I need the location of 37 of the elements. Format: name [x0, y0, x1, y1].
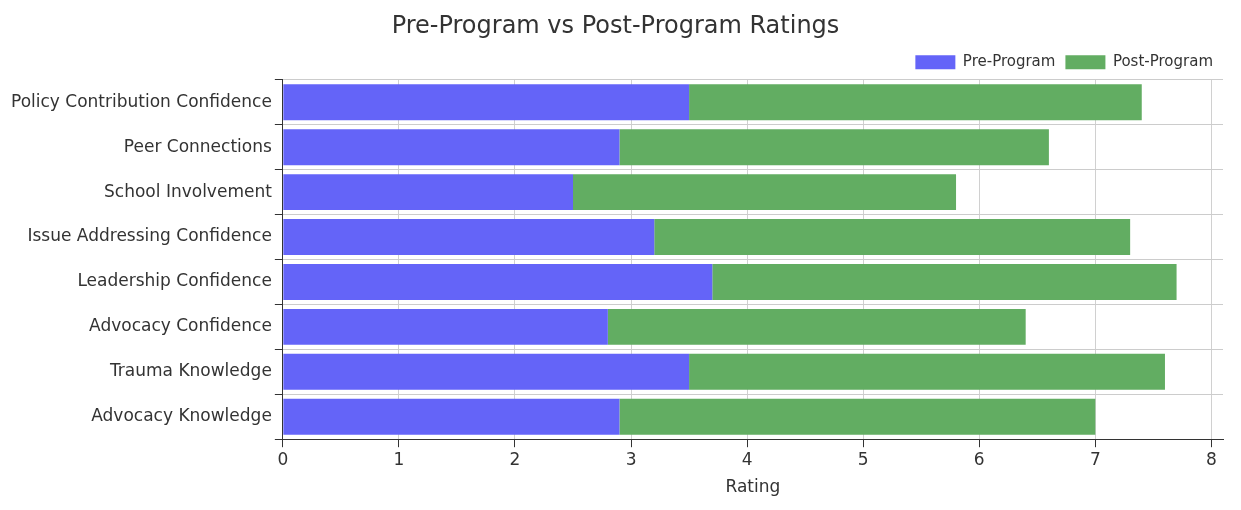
- x-tick-label: 8: [1205, 448, 1217, 469]
- x-axis-title: Rating: [725, 476, 781, 497]
- x-tick-label: 0: [277, 448, 289, 469]
- bar: [283, 353, 690, 390]
- y-tick-label: Peer Connections: [123, 135, 272, 156]
- bar: [689, 353, 1165, 390]
- bar: [573, 174, 957, 211]
- chart-title: Pre-Program vs Post-Program Ratings: [391, 10, 840, 39]
- bar: [654, 219, 1131, 256]
- x-tick-label: 2: [509, 448, 521, 469]
- legend-label: Pre-Program: [962, 52, 1056, 71]
- x-tick-label: 3: [625, 448, 637, 469]
- bar: [283, 263, 713, 300]
- y-tick-label: Advocacy Confidence: [89, 315, 272, 336]
- bar: [283, 129, 620, 166]
- y-tick-label: School Involvement: [104, 180, 273, 201]
- y-tick-label: Policy Contribution Confidence: [11, 90, 272, 111]
- x-tick-label: 4: [741, 448, 753, 469]
- x-tick-label: 1: [393, 448, 405, 469]
- x-tick-label: 7: [1089, 448, 1101, 469]
- bar: [619, 398, 1096, 435]
- y-tick-label: Trauma Knowledge: [108, 360, 272, 381]
- y-tick-label: Leadership Confidence: [77, 270, 272, 291]
- x-tick-label: 5: [857, 448, 869, 469]
- bar: [689, 84, 1142, 121]
- bar: [283, 308, 608, 345]
- y-tick-label: Issue Addressing Confidence: [27, 225, 272, 246]
- bar: [283, 398, 620, 435]
- bar: [712, 263, 1177, 300]
- bar: [283, 84, 690, 121]
- legend-label: Post-Program: [1112, 52, 1214, 71]
- y-tick-label: Advocacy Knowledge: [91, 405, 272, 426]
- bar: [283, 219, 655, 256]
- bar: [283, 174, 574, 211]
- x-tick-label: 6: [973, 448, 985, 469]
- bar: [619, 129, 1049, 166]
- bar: [607, 308, 1026, 345]
